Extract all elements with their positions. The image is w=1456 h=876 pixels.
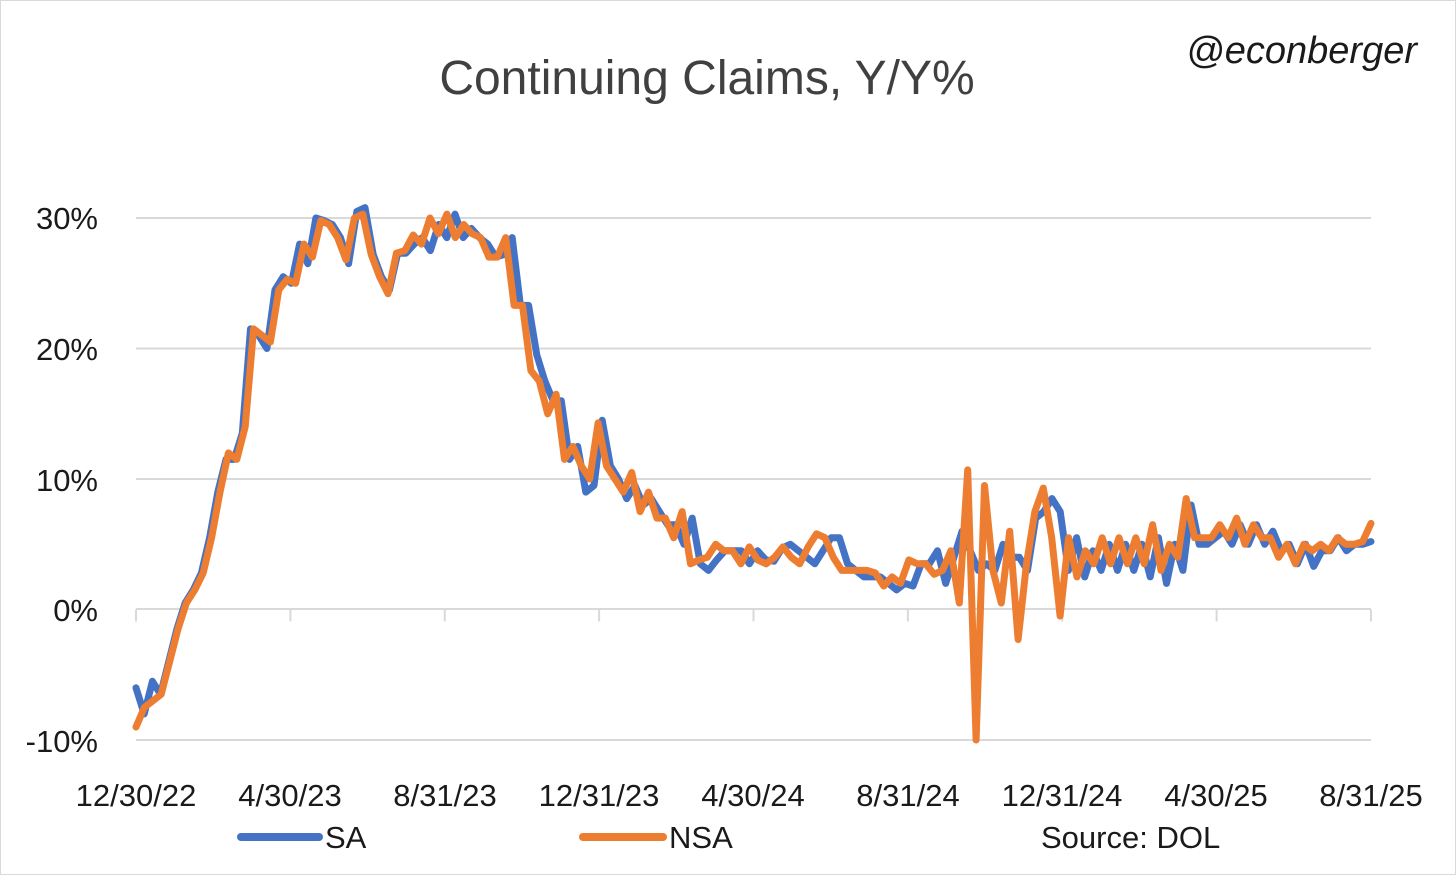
x-tick-label: 12/31/24 — [1002, 778, 1123, 813]
y-tick-labels: 30% 20% 10% 0% -10% — [26, 201, 98, 759]
y-tick-label: -10% — [26, 724, 98, 759]
source-note: Source: DOL — [1041, 820, 1220, 855]
y-tick-label: 10% — [36, 463, 98, 498]
x-tick-label: 8/31/24 — [856, 778, 959, 813]
x-axis — [135, 608, 1372, 622]
y-tick-label: 20% — [36, 332, 98, 367]
series-line-sa — [132, 204, 1375, 718]
x-tick-label: 8/31/23 — [393, 778, 496, 813]
legend-label-sa: SA — [325, 820, 367, 855]
x-tick-label: 4/30/25 — [1164, 778, 1267, 813]
legend: SA NSA Source: DOL — [237, 820, 1220, 855]
x-tick-label: 12/31/23 — [539, 778, 660, 813]
y-tick-label: 30% — [36, 201, 98, 236]
series-line-nsa — [132, 210, 1375, 744]
gridlines — [136, 217, 1371, 741]
series-lines — [132, 204, 1375, 744]
x-tick-label: 4/30/23 — [238, 778, 341, 813]
x-tick-label: 8/31/25 — [1319, 778, 1422, 813]
x-tick-label: 12/30/22 — [76, 778, 197, 813]
author-handle: @econberger — [1186, 30, 1418, 72]
chart-title: Continuing Claims, Y/Y% — [439, 52, 974, 105]
legend-label-nsa: NSA — [669, 820, 733, 855]
x-tick-label: 4/30/24 — [701, 778, 804, 813]
x-tick-labels: 12/30/22 4/30/23 8/31/23 12/31/23 4/30/2… — [76, 778, 1423, 813]
y-tick-label: 0% — [53, 593, 98, 628]
